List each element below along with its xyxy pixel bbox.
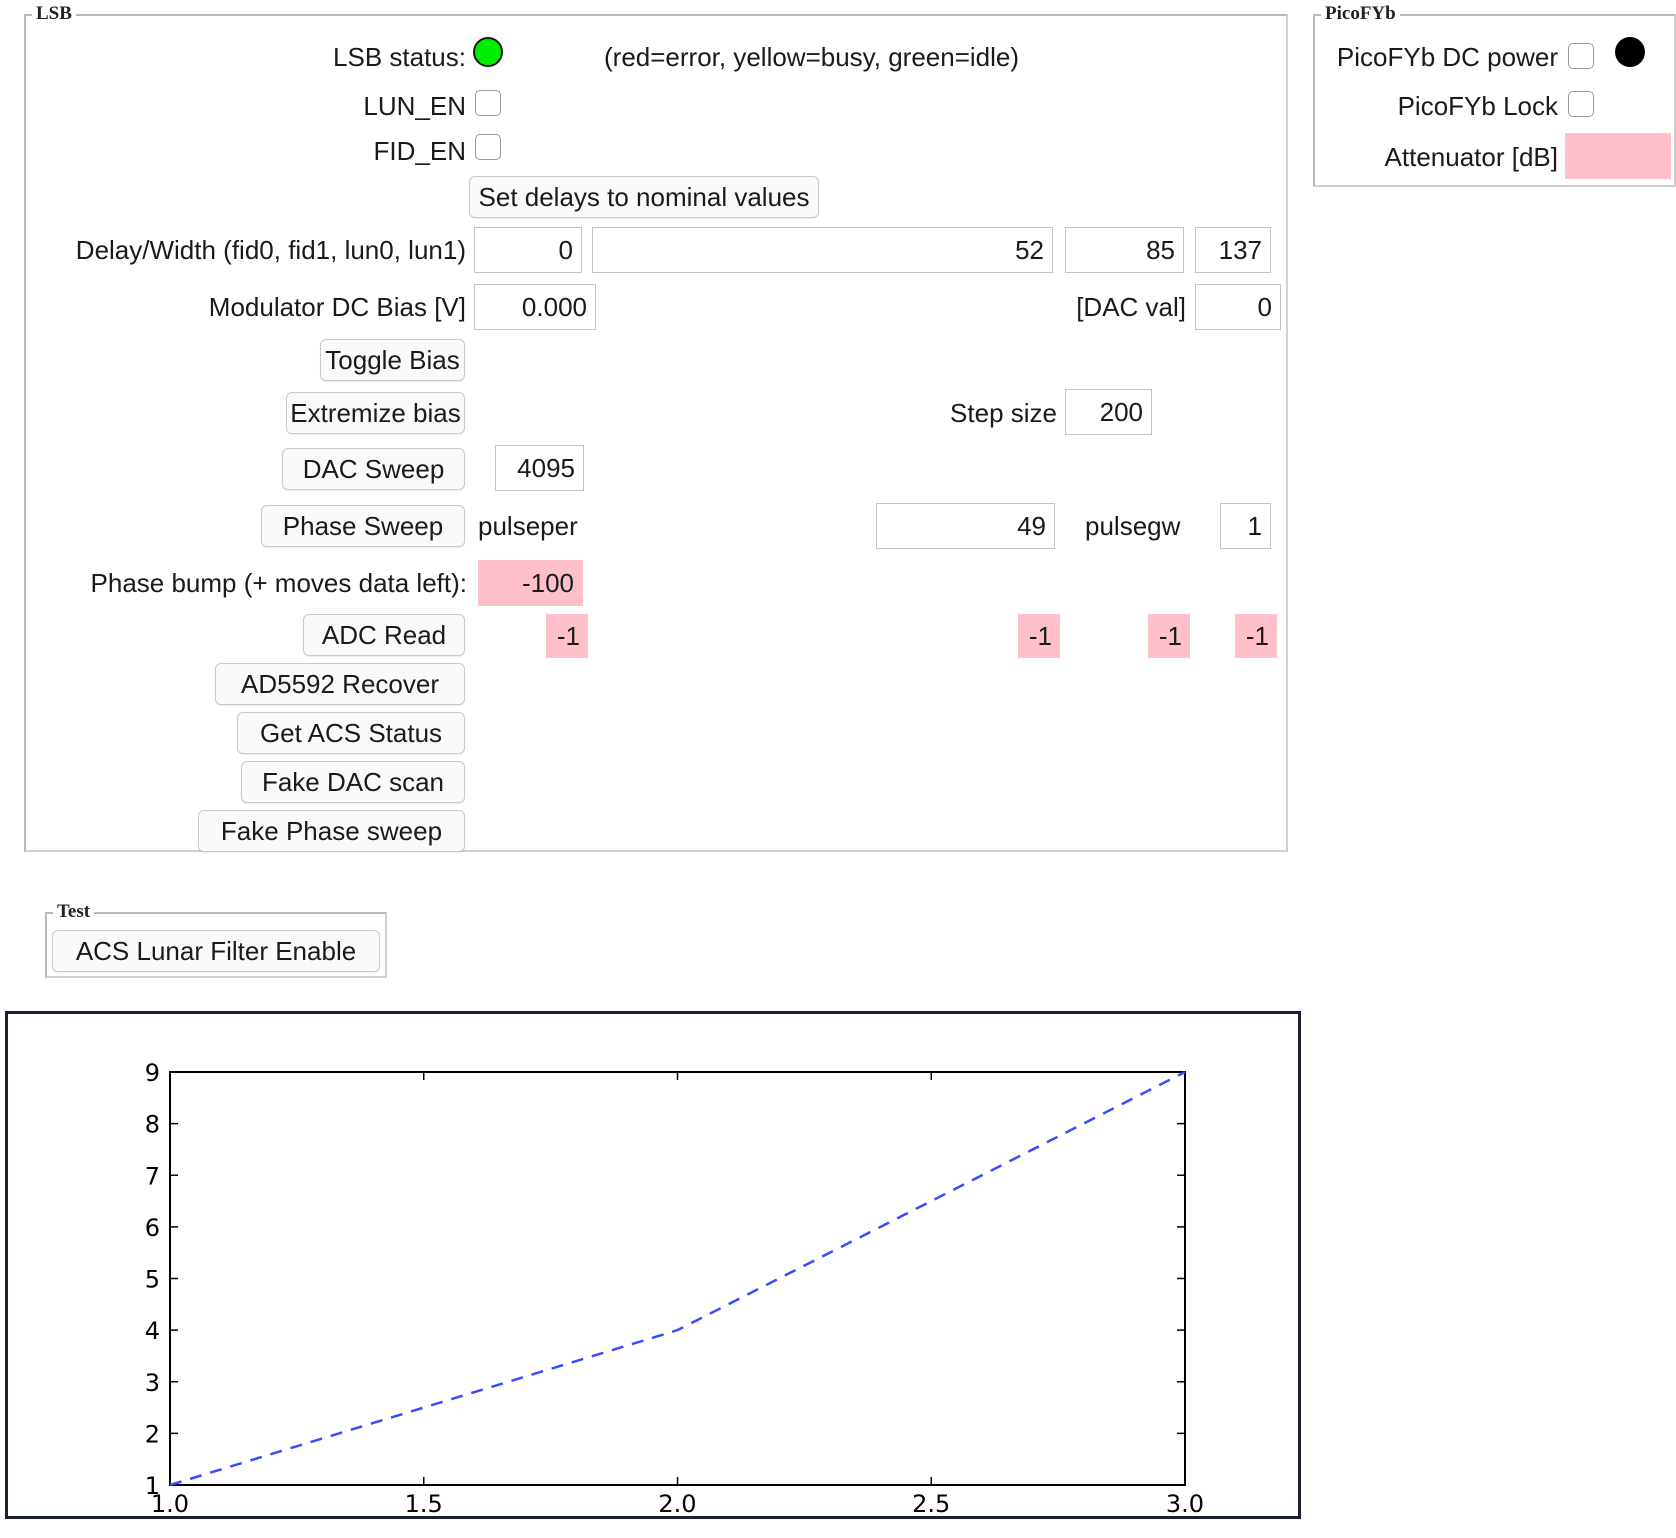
pulsegw-label: pulsegw (1085, 511, 1181, 541)
y-tick-label: 9 (145, 1059, 160, 1087)
delay-fid1-input[interactable]: 52 (592, 227, 1053, 273)
modulator-dc-bias-input[interactable]: 0.000 (474, 284, 596, 330)
phase-bump-input[interactable]: -100 (478, 560, 583, 606)
fid-en-checkbox[interactable] (475, 134, 501, 160)
adc-value-4: -1 (1235, 614, 1277, 658)
attenuator-label: Attenuator [dB] (1384, 142, 1558, 172)
lsb-legend: LSB (32, 2, 76, 26)
picofyb-dc-power-label: PicoFYb DC power (1336, 42, 1558, 72)
y-tick-label: 4 (145, 1317, 160, 1345)
picofyb-lock-label: PicoFYb Lock (1397, 91, 1558, 121)
x-tick-label: 1.5 (405, 1490, 443, 1516)
pulsegw-input[interactable]: 1 (1220, 503, 1271, 549)
lsb-panel: LSB (24, 2, 1288, 852)
x-tick-label: 1.0 (151, 1490, 189, 1516)
y-tick-label: 8 (145, 1111, 160, 1139)
adc-read-button[interactable]: ADC Read (303, 614, 465, 656)
adc-value-3: -1 (1148, 614, 1190, 658)
acs-lunar-filter-enable-button[interactable]: ACS Lunar Filter Enable (52, 930, 380, 972)
y-tick-label: 1 (145, 1472, 160, 1500)
fid-en-label: FID_EN (373, 136, 466, 166)
y-tick-label: 2 (145, 1420, 160, 1448)
delay-fid0-input[interactable]: 0 (474, 227, 582, 273)
dac-val-input[interactable]: 0 (1195, 284, 1281, 330)
fake-phase-sweep-button[interactable]: Fake Phase sweep (198, 810, 465, 852)
lun-en-checkbox[interactable] (475, 90, 501, 116)
picofyb-legend: PicoFYb (1321, 2, 1400, 26)
extremize-bias-button[interactable]: Extremize bias (286, 392, 465, 434)
delay-width-label: Delay/Width (fid0, fid1, lun0, lun1) (75, 235, 466, 265)
picofyb-dc-power-indicator (1615, 37, 1645, 67)
pulseper-label: pulseper (478, 511, 578, 541)
test-legend: Test (53, 900, 95, 924)
y-tick-label: 6 (145, 1214, 160, 1242)
series-line (169, 1070, 1186, 1487)
lsb-status-hint: (red=error, yellow=busy, green=idle) (604, 42, 1020, 72)
phase-bump-label: Phase bump (+ moves data left): (90, 568, 467, 598)
pulseper-input[interactable]: 49 (876, 503, 1055, 549)
picofyb-lock-checkbox[interactable] (1568, 91, 1594, 117)
plot-frame: 1.0 1.5 2.0 2.5 3.0 1 2 3 4 5 6 7 8 9 (5, 1011, 1301, 1519)
delay-lun1-input[interactable]: 137 (1195, 227, 1271, 273)
fake-dac-scan-button[interactable]: Fake DAC scan (241, 761, 465, 803)
lun-en-label: LUN_EN (363, 91, 466, 121)
lsb-status-label: LSB status: (333, 42, 466, 72)
x-tick-label: 2.0 (658, 1490, 696, 1516)
adc-value-2: -1 (1018, 614, 1060, 658)
delay-lun0-input[interactable]: 85 (1065, 227, 1184, 273)
ad5592-recover-button[interactable]: AD5592 Recover (215, 663, 465, 705)
picofyb-panel: PicoFYb (1313, 2, 1676, 187)
picofyb-dc-power-checkbox[interactable] (1568, 43, 1594, 69)
step-size-input[interactable]: 200 (1065, 389, 1152, 435)
y-tick-label: 3 (145, 1369, 160, 1397)
line-plot: 1.0 1.5 2.0 2.5 3.0 1 2 3 4 5 6 7 8 9 (145, 1059, 1204, 1518)
lsb-status-indicator (473, 37, 503, 67)
y-tick-label: 5 (145, 1266, 160, 1294)
set-delays-button[interactable]: Set delays to nominal values (469, 176, 819, 218)
x-tick-label: 2.5 (912, 1490, 950, 1516)
y-tick-label: 7 (145, 1162, 160, 1190)
test-panel: Test (45, 900, 387, 978)
dac-sweep-button[interactable]: DAC Sweep (282, 448, 465, 490)
step-size-label: Step size (950, 398, 1057, 428)
attenuator-input[interactable] (1565, 133, 1671, 179)
plot-axes-box (169, 1071, 1186, 1486)
modulator-dc-bias-label: Modulator DC Bias [V] (208, 292, 466, 322)
dac-val-label: [DAC val] (1076, 292, 1186, 322)
adc-value-1: -1 (546, 614, 588, 658)
x-tick-label: 3.0 (1166, 1490, 1204, 1516)
toggle-bias-button[interactable]: Toggle Bias (320, 339, 465, 381)
phase-sweep-button[interactable]: Phase Sweep (261, 505, 465, 547)
dac-sweep-input[interactable]: 4095 (495, 445, 584, 491)
get-acs-status-button[interactable]: Get ACS Status (237, 712, 465, 754)
